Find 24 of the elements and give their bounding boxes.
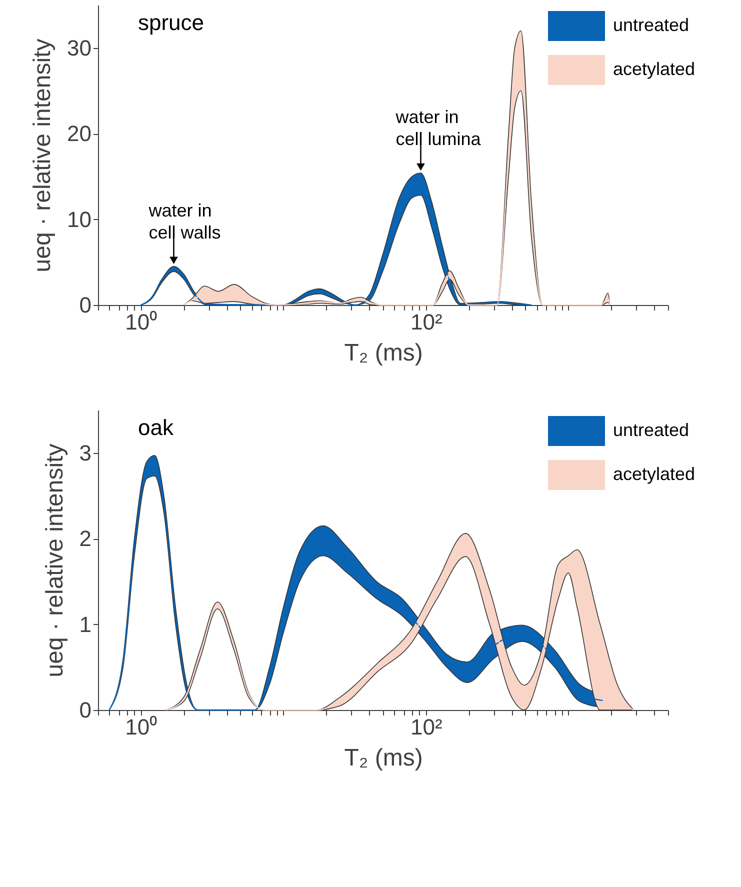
annotation: water in cell walls	[148, 200, 221, 242]
y-axis-title: ueq · relative intensity	[41, 444, 68, 678]
y-tick-label: 0	[79, 292, 92, 318]
legend-label: acetylated	[613, 59, 696, 79]
legend-label: untreated	[613, 420, 690, 440]
legend-label: acetylated	[613, 464, 696, 484]
x-tick-label: 10²	[410, 310, 442, 334]
y-tick-label: 10	[67, 206, 92, 232]
x-tick-label: 10⁰	[125, 310, 158, 334]
chart-title: spruce	[138, 10, 204, 35]
legend-label: untreated	[613, 15, 690, 35]
y-axis-title: ueq · relative intensity	[29, 38, 56, 272]
y-tick-label: 1	[79, 612, 92, 637]
y-tick-label: 0	[79, 698, 92, 722]
y-tick-label: 20	[67, 121, 92, 146]
x-tick-label: 10²	[410, 714, 442, 740]
chart-title: oak	[138, 415, 174, 440]
x-axis-title: T₂ (ms)	[344, 744, 423, 772]
y-tick-label: 2	[79, 526, 92, 552]
x-tick-label: 10⁰	[125, 714, 158, 740]
annotation: water in cell lumina	[394, 107, 482, 149]
y-tick-label: 30	[67, 35, 92, 60]
y-tick-label: 3	[79, 440, 92, 466]
x-axis-title: T₂ (ms)	[344, 340, 423, 366]
